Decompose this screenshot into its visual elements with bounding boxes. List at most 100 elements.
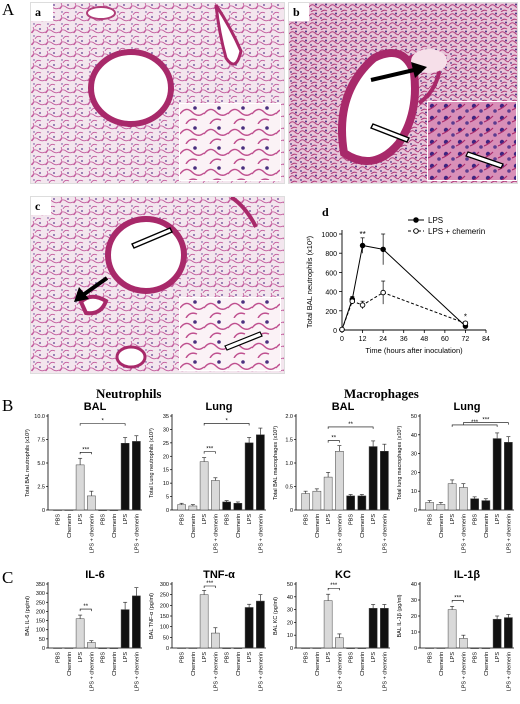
significance-bracket	[463, 422, 509, 425]
x-tick-label: Chemerin	[67, 514, 73, 538]
x-tick-label: Chemerin	[484, 514, 490, 538]
y-tick-label: 350	[36, 582, 45, 588]
bar	[312, 490, 322, 511]
y-tick-label: 200	[36, 609, 45, 615]
panel-label-a: a	[35, 5, 41, 19]
bar	[380, 608, 389, 649]
y-axis-label: BAL TNF-α (pg/ml)	[149, 593, 155, 639]
bar	[222, 647, 231, 649]
bar-chart-kc: KC 0 10 20 30 40 50 BAL KC (pg/ml) PBS Chemerin LP…	[273, 569, 390, 691]
significance-label: **	[83, 604, 88, 610]
bar	[98, 509, 107, 511]
y-tick-label: 20	[163, 454, 169, 460]
y-tick-label: 20	[411, 470, 417, 476]
x-tick-label: LPS	[326, 652, 332, 663]
x-tick-label: Chemerin	[191, 652, 197, 676]
significance-label: **	[348, 422, 353, 428]
y-tick-label: 35	[163, 414, 169, 420]
y-tick-label: 300	[36, 591, 45, 597]
x-tick-label: 24	[379, 336, 387, 343]
significance-bracket	[451, 424, 498, 427]
bar	[53, 647, 62, 649]
line-chart-d: 0 200 400 600 800 1000 0 12 24 36 48 60 72 84 Time (ho…	[305, 216, 490, 355]
bar	[436, 647, 446, 649]
significance-label: *	[464, 312, 467, 321]
y-tick-label: 30	[411, 452, 417, 458]
bar	[64, 647, 74, 649]
y-tick-label: 100	[36, 628, 45, 634]
lung-tissue-image-a	[31, 3, 284, 183]
x-tick-label: LPS + chemerin	[461, 514, 467, 553]
data-point	[349, 298, 356, 304]
y-tick-label: 1000	[321, 232, 337, 239]
y-tick-label: 5.0	[37, 461, 45, 467]
inset-image-c	[180, 298, 280, 370]
bar	[177, 504, 186, 511]
x-tick-label: 12	[359, 336, 367, 343]
bar	[199, 594, 209, 649]
legend-marker	[413, 217, 419, 223]
micrograph-c: c	[30, 196, 285, 374]
bar	[425, 647, 434, 649]
data-point	[380, 246, 386, 253]
chart-title: TNF-α	[203, 569, 235, 581]
bar	[75, 464, 85, 511]
bar	[323, 600, 333, 649]
significance-bracket	[327, 587, 340, 591]
y-tick-label: 30	[287, 608, 293, 614]
legend-marker	[413, 228, 419, 234]
y-tick-label: 0.5	[285, 485, 293, 491]
legend-label: LPS + chemerin	[428, 227, 485, 236]
y-tick-label: 250	[36, 600, 45, 606]
chart-title: IL-6	[85, 569, 105, 581]
series-line	[341, 244, 466, 330]
y-tick-label: 600	[325, 270, 337, 277]
bar	[301, 647, 310, 649]
y-tick-label: 200	[325, 309, 337, 316]
significance-bracket	[79, 452, 92, 455]
x-tick-label: Chemerin	[236, 514, 242, 538]
y-tick-label: 0	[333, 328, 337, 335]
significance-label: ***	[482, 418, 490, 424]
x-tick-label: LPS + chemerin	[382, 652, 388, 691]
x-tick-label: 36	[400, 336, 408, 343]
significance-label: ***	[82, 447, 90, 453]
bar	[335, 451, 344, 511]
bar	[504, 617, 513, 649]
bar	[53, 509, 62, 511]
bar	[98, 647, 107, 649]
y-tick-label: 10	[163, 481, 169, 487]
bar	[177, 647, 186, 649]
x-tick-label: LPS + chemerin	[89, 514, 95, 553]
bar	[357, 647, 367, 649]
y-tick-label: 5	[166, 495, 169, 501]
significance-bracket	[327, 440, 340, 443]
x-tick-label: 72	[462, 336, 470, 343]
x-tick-label: PBS	[180, 652, 186, 663]
x-tick-label: PBS	[428, 514, 434, 525]
y-axis-label: Total Lung neutrophils (x10³)	[149, 428, 155, 498]
x-tick-label: LPS + chemerin	[506, 514, 512, 553]
bar	[481, 647, 491, 649]
y-tick-label: 0	[42, 508, 45, 514]
x-tick-label: LPS	[78, 514, 84, 525]
bar	[87, 495, 96, 511]
y-tick-label: 10	[411, 489, 417, 495]
y-axis-label: Total BAL macrophages (x10³)	[273, 426, 279, 500]
arrow-open-b	[370, 123, 410, 143]
x-tick-label: Chemerin	[484, 652, 490, 676]
y-axis-label: BAL IL-6 (pg/ml)	[25, 596, 31, 636]
bar	[87, 642, 96, 649]
data-point	[339, 326, 345, 333]
bar	[211, 632, 220, 649]
significance-bracket	[203, 585, 216, 588]
y-tick-label: 0	[290, 646, 293, 652]
y-tick-label: 50	[411, 414, 417, 420]
y-tick-label: 20	[411, 614, 417, 620]
x-tick-label: PBS	[473, 652, 479, 663]
x-tick-label: LPS	[450, 652, 456, 663]
x-tick-label: LPS + chemerin	[461, 652, 467, 691]
x-tick-label: LPS	[123, 652, 129, 663]
group-title-neutrophils: Neutrophils	[96, 386, 162, 401]
bar	[481, 500, 491, 511]
